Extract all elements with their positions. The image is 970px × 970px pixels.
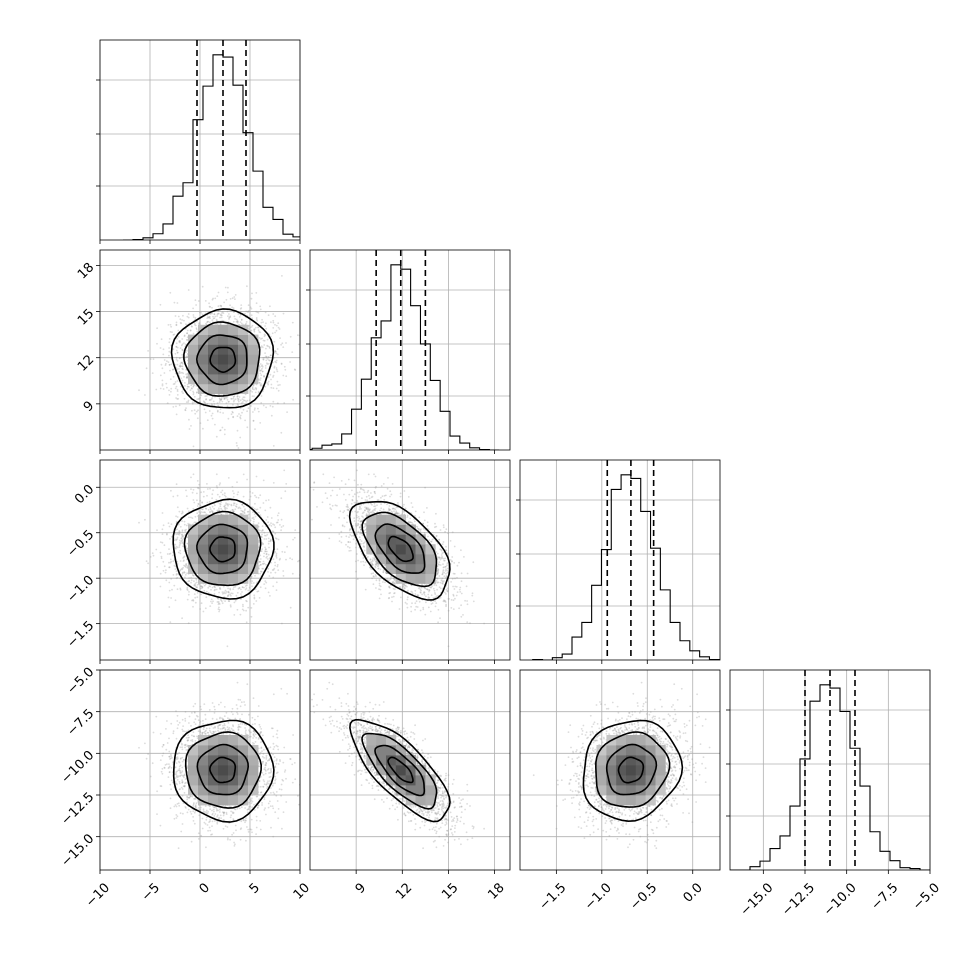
xtick-label-2-3: 0.0: [681, 880, 706, 905]
xtick-label-1-1: 12: [393, 880, 415, 902]
contour-2-0-0: [209, 536, 236, 563]
ytick-label-3-0: −15.0: [59, 831, 98, 870]
panel-3-1: [309, 669, 511, 874]
ytick-label-1-0: 9: [81, 399, 97, 415]
xtick-label-0-1: −5: [139, 880, 163, 904]
contour-1-0-2: [183, 321, 261, 397]
contour-3-1-1: [374, 744, 426, 797]
panel-frame-3-1: [309, 669, 511, 871]
contour-3-2-1: [605, 743, 658, 796]
xtick-label-0-0: −10: [83, 880, 113, 910]
xtick-label-0-2: 0: [197, 880, 213, 896]
panel-frame-2-1: [309, 459, 511, 661]
contour-2-1-2: [361, 511, 438, 588]
contour-1-0-0: [209, 346, 237, 374]
panel-1-1: [306, 249, 511, 454]
ytick-label-2-3: 0.0: [72, 482, 97, 507]
xtick-label-1-2: 15: [439, 880, 461, 902]
contour-1-0-1: [195, 334, 248, 386]
contour-3-2-3: [582, 719, 684, 823]
panel-0-0: [96, 39, 301, 244]
contour-3-2-2: [594, 731, 671, 808]
xtick-label-3-2: −10.0: [821, 880, 860, 919]
ytick-label-1-3: 18: [75, 260, 97, 282]
xtick-label-0-3: 5: [247, 880, 263, 896]
panel-frame-3-0: [99, 669, 301, 871]
contour-2-0-1: [196, 523, 249, 575]
panel-2-1: [309, 459, 511, 664]
panel-frame-3-3: [729, 669, 931, 871]
panel-3-3: [726, 669, 931, 874]
contour-3-0-3: [172, 719, 275, 823]
panel-frame-2-2: [519, 459, 721, 661]
xtick-label-2-2: −0.5: [627, 880, 660, 913]
panel-frame-2-0: [99, 459, 301, 661]
contour-3-0-0: [209, 756, 237, 784]
xtick-label-3-0: −15.0: [738, 880, 777, 919]
panel-3-0: −15.0−12.5−10.0 −7.5 −5.0: [59, 665, 301, 874]
contour-2-0-2: [183, 510, 262, 587]
ytick-label-2-1: −1.0: [64, 573, 97, 606]
ytick-label-2-2: −0.5: [64, 527, 97, 560]
panel-frame-1-0: [99, 249, 301, 451]
contour-2-1-0: [387, 535, 414, 563]
contour-3-1-3: [349, 718, 451, 823]
panel-2-2: [516, 459, 721, 664]
contour-3-1-0: [387, 756, 414, 784]
contour-2-0-3: [172, 498, 275, 600]
contour-3-0-1: [196, 743, 250, 796]
ytick-label-3-2: −10.0: [59, 748, 98, 787]
contour-3-0-2: [184, 731, 263, 809]
xtick-label-1-3: 18: [485, 880, 507, 902]
xtick-label-3-3: −7.5: [868, 880, 901, 913]
contour-3-2-0: [617, 756, 645, 784]
xtick-label-2-1: −1.0: [582, 880, 615, 913]
xtick-label-0-4: 10: [291, 880, 313, 902]
panel-frame-3-2: [519, 669, 721, 871]
ytick-label-3-4: −5.0: [64, 665, 97, 698]
ytick-label-1-2: 15: [75, 306, 97, 328]
panel-1-0: 9 12 15 18: [75, 249, 301, 454]
histogram-3: [730, 684, 930, 870]
xtick-label-2-0: −1.5: [536, 880, 569, 913]
contour-2-1-1: [374, 523, 426, 574]
ytick-label-3-1: −12.5: [59, 790, 98, 829]
panel-2-0: −1.5 −1.0 −0.5 0.0: [64, 459, 301, 664]
contour-3-1-2: [361, 732, 438, 810]
ytick-label-3-3: −7.5: [64, 706, 97, 739]
density-3-0: [188, 735, 259, 806]
panel-frame-1-1: [309, 249, 511, 451]
xtick-label-1-0: 9: [353, 880, 369, 896]
xtick-label-3-1: −12.5: [779, 880, 818, 919]
panel-3-2: [519, 669, 721, 874]
contour-2-1-3: [348, 500, 451, 601]
density-1-0: [188, 324, 259, 394]
ytick-label-2-0: −1.5: [64, 618, 97, 651]
xtick-label-3-4: −5.0: [910, 880, 943, 913]
panel-frame-0-0: [99, 39, 301, 241]
ytick-label-1-1: 12: [75, 352, 97, 374]
contour-1-0-3: [170, 308, 275, 409]
